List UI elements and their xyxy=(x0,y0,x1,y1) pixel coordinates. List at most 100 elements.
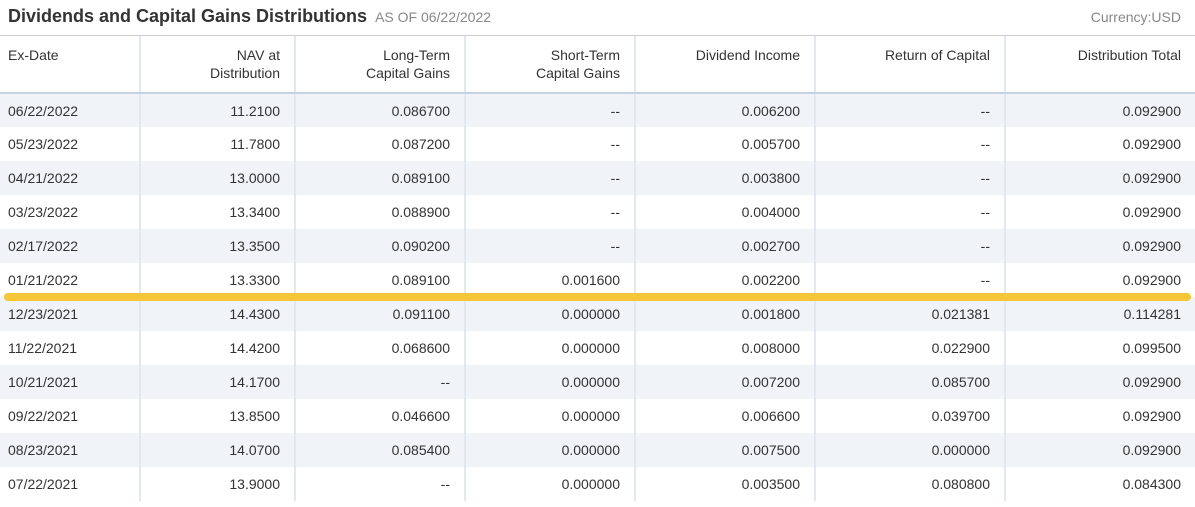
table-cell: 11.7800 xyxy=(140,127,295,161)
table-cell: 08/23/2021 xyxy=(0,433,140,467)
table-cell: 0.089100 xyxy=(295,263,465,297)
table-cell: 14.0700 xyxy=(140,433,295,467)
table-row: 03/23/202213.34000.088900--0.004000--0.0… xyxy=(0,195,1195,229)
table-cell: 0.080800 xyxy=(815,467,1005,501)
table-cell: 12/23/2021 xyxy=(0,297,140,331)
table-cell: -- xyxy=(815,161,1005,195)
table-cell: 14.1700 xyxy=(140,365,295,399)
table-cell: 0.006200 xyxy=(635,93,815,127)
page-title: Dividends and Capital Gains Distribution… xyxy=(8,6,367,27)
table-cell: 0.003800 xyxy=(635,161,815,195)
table-cell: 02/17/2022 xyxy=(0,229,140,263)
table-cell: 0.000000 xyxy=(465,467,635,501)
table-cell: 0.000000 xyxy=(815,433,1005,467)
table-cell: 0.006600 xyxy=(635,399,815,433)
table-cell: 0.092900 xyxy=(1005,263,1195,297)
table-cell: 0.046600 xyxy=(295,399,465,433)
col-header-nav: NAV atDistribution xyxy=(140,36,295,93)
table-cell: 0.099500 xyxy=(1005,331,1195,365)
table-cell: 0.004000 xyxy=(635,195,815,229)
table-cell: -- xyxy=(815,263,1005,297)
table-cell: -- xyxy=(465,195,635,229)
table-row: 01/21/202213.33000.0891000.0016000.00220… xyxy=(0,263,1195,297)
table-cell: 0.021381 xyxy=(815,297,1005,331)
as-of-label: AS OF 06/22/2022 xyxy=(375,9,491,25)
table-row: 04/21/202213.00000.089100--0.003800--0.0… xyxy=(0,161,1195,195)
table-cell: -- xyxy=(465,93,635,127)
col-header-stcg: Short-TermCapital Gains xyxy=(465,36,635,93)
table-cell: 0.091100 xyxy=(295,297,465,331)
table-cell: 0.001600 xyxy=(465,263,635,297)
table-cell: 11/22/2021 xyxy=(0,331,140,365)
table-cell: 11.2100 xyxy=(140,93,295,127)
table-cell: -- xyxy=(295,467,465,501)
table-cell: 0.089100 xyxy=(295,161,465,195)
table-cell: 0.114281 xyxy=(1005,297,1195,331)
table-header-row: Ex-Date NAV atDistribution Long-TermCapi… xyxy=(0,36,1195,93)
table-row: 07/22/202113.9000--0.0000000.0035000.080… xyxy=(0,467,1195,501)
table-cell: 0.092900 xyxy=(1005,161,1195,195)
currency-label: Currency:USD xyxy=(1091,9,1187,25)
table-row: 11/22/202114.42000.0686000.0000000.00800… xyxy=(0,331,1195,365)
table-cell: 13.0000 xyxy=(140,161,295,195)
table-cell: 0.039700 xyxy=(815,399,1005,433)
table-cell: 0.085400 xyxy=(295,433,465,467)
table-cell: 0.084300 xyxy=(1005,467,1195,501)
col-header-exdate: Ex-Date xyxy=(0,36,140,93)
col-header-ltcg: Long-TermCapital Gains xyxy=(295,36,465,93)
col-header-div: Dividend Income xyxy=(635,36,815,93)
table-cell: 0.092900 xyxy=(1005,93,1195,127)
table-cell: 0.022900 xyxy=(815,331,1005,365)
table-cell: 0.008000 xyxy=(635,331,815,365)
section-header: Dividends and Capital Gains Distribution… xyxy=(0,0,1195,36)
table-cell: 0.092900 xyxy=(1005,229,1195,263)
table-cell: 13.3400 xyxy=(140,195,295,229)
table-cell: 10/21/2021 xyxy=(0,365,140,399)
table-cell: 13.3300 xyxy=(140,263,295,297)
table-cell: 0.085700 xyxy=(815,365,1005,399)
table-body: 06/22/202211.21000.086700--0.006200--0.0… xyxy=(0,93,1195,501)
table-cell: 13.3500 xyxy=(140,229,295,263)
table-cell: 0.007500 xyxy=(635,433,815,467)
table-cell: 0.000000 xyxy=(465,365,635,399)
table-cell: 0.092900 xyxy=(1005,433,1195,467)
col-header-roc: Return of Capital xyxy=(815,36,1005,93)
table-cell: -- xyxy=(815,229,1005,263)
table-cell: 0.003500 xyxy=(635,467,815,501)
table-cell: 0.090200 xyxy=(295,229,465,263)
table-cell: 0.007200 xyxy=(635,365,815,399)
table-cell: 06/22/2022 xyxy=(0,93,140,127)
table-cell: 0.000000 xyxy=(465,433,635,467)
table-cell: 0.088900 xyxy=(295,195,465,229)
table-cell: -- xyxy=(815,195,1005,229)
table-cell: -- xyxy=(295,365,465,399)
table-cell: 01/21/2022 xyxy=(0,263,140,297)
table-cell: 0.087200 xyxy=(295,127,465,161)
table-row: 02/17/202213.35000.090200--0.002700--0.0… xyxy=(0,229,1195,263)
table-cell: 13.8500 xyxy=(140,399,295,433)
table-cell: 0.002700 xyxy=(635,229,815,263)
table-cell: 07/22/2021 xyxy=(0,467,140,501)
table-row: 10/21/202114.1700--0.0000000.0072000.085… xyxy=(0,365,1195,399)
table-cell: 0.086700 xyxy=(295,93,465,127)
table-cell: 0.092900 xyxy=(1005,365,1195,399)
table-row: 12/23/202114.43000.0911000.0000000.00180… xyxy=(0,297,1195,331)
table-cell: 0.092900 xyxy=(1005,195,1195,229)
table-cell: 0.000000 xyxy=(465,331,635,365)
table-cell: 0.000000 xyxy=(465,297,635,331)
distributions-table: Ex-Date NAV atDistribution Long-TermCapi… xyxy=(0,36,1195,501)
table-cell: 14.4300 xyxy=(140,297,295,331)
col-header-total: Distribution Total xyxy=(1005,36,1195,93)
table-cell: -- xyxy=(815,127,1005,161)
table-row: 08/23/202114.07000.0854000.0000000.00750… xyxy=(0,433,1195,467)
table-row: 09/22/202113.85000.0466000.0000000.00660… xyxy=(0,399,1195,433)
table-cell: -- xyxy=(815,93,1005,127)
table-cell: 14.4200 xyxy=(140,331,295,365)
table-cell: 0.001800 xyxy=(635,297,815,331)
table-cell: 0.000000 xyxy=(465,399,635,433)
table-cell: 0.005700 xyxy=(635,127,815,161)
table-cell: 0.068600 xyxy=(295,331,465,365)
table-cell: -- xyxy=(465,127,635,161)
table-cell: 0.092900 xyxy=(1005,399,1195,433)
table-cell: 04/21/2022 xyxy=(0,161,140,195)
